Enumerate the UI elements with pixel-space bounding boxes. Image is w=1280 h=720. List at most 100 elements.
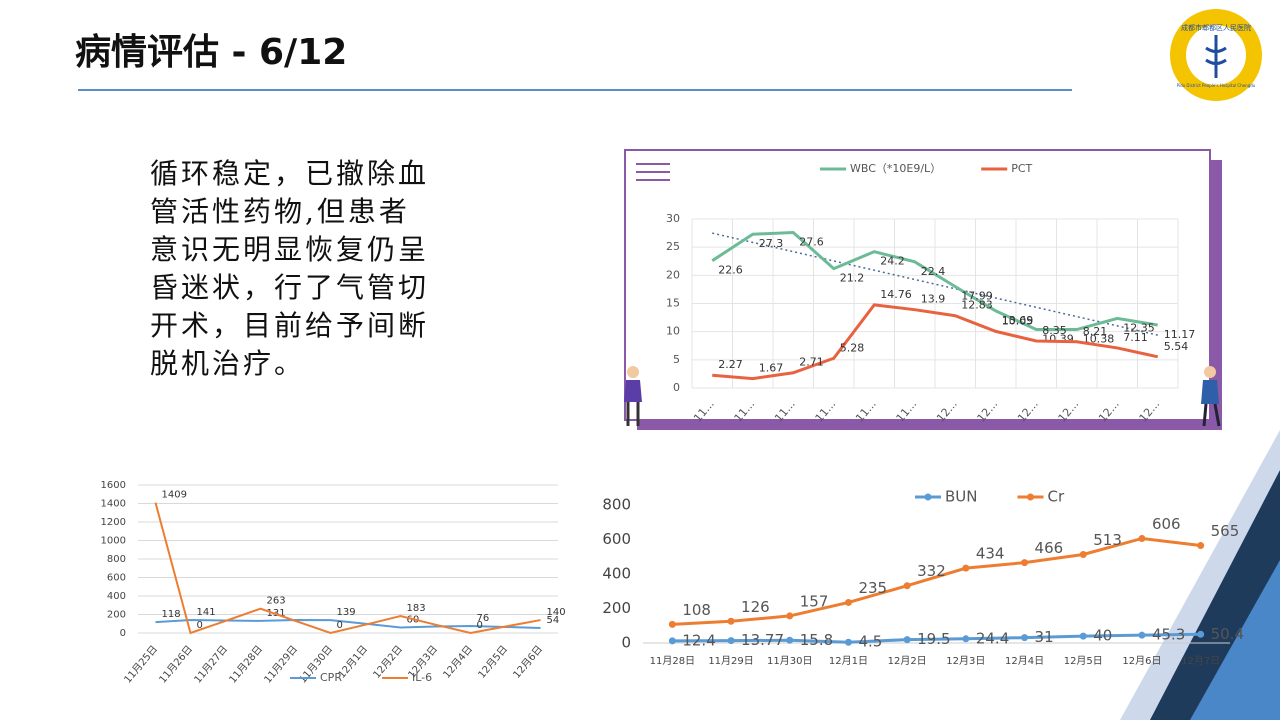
data-label: 12.83 <box>961 299 993 312</box>
corner-deco <box>1190 560 1280 720</box>
data-label: 118 <box>162 609 181 620</box>
x-tick-label: 12月5日 <box>476 643 510 681</box>
series-line <box>155 618 541 630</box>
data-label: 24.2 <box>880 255 905 268</box>
legend-label: IL-6 <box>412 671 432 684</box>
x-tick-label: 12月5日 <box>1064 655 1103 667</box>
y-tick-label: 5 <box>673 353 680 366</box>
y-tick-label: 1400 <box>101 499 126 510</box>
logo-emblem <box>1205 35 1227 78</box>
data-label: 5.54 <box>1164 340 1189 353</box>
point <box>1138 631 1146 639</box>
menu-icon <box>636 163 670 181</box>
data-label: 14.76 <box>880 288 912 301</box>
data-label: 606 <box>1152 515 1181 533</box>
series-line <box>712 303 1159 381</box>
data-label: 17.99 <box>961 290 993 303</box>
point <box>1079 551 1087 559</box>
point <box>903 636 911 644</box>
point <box>903 582 911 590</box>
data-label: 5.28 <box>840 341 865 354</box>
x-tick-label: 12月2日 <box>888 655 927 667</box>
data-label: 183 <box>407 603 426 614</box>
data-label: 12.35 <box>1123 321 1155 334</box>
legend-label: WBC（*10E9/L） <box>850 162 941 175</box>
legend-label: CPR <box>320 671 342 684</box>
point <box>668 637 676 645</box>
chart-frame <box>624 149 1211 421</box>
y-tick-label: 25 <box>666 240 680 253</box>
legend-marker <box>924 493 932 501</box>
y-tick-label: 0 <box>621 634 631 652</box>
data-label: 141 <box>197 607 216 618</box>
y-tick-label: 30 <box>666 212 680 225</box>
figure-left <box>624 366 642 426</box>
x-tick-label: 11月28日 <box>227 643 265 686</box>
data-label: 31 <box>1035 628 1054 646</box>
point <box>1021 559 1029 567</box>
data-label: 27.3 <box>759 237 784 250</box>
data-label: 11.17 <box>1164 328 1196 341</box>
x-tick-label: 12月6日 <box>1122 655 1161 667</box>
x-tick-label: 12月3日 <box>946 655 985 667</box>
y-tick-label: 1600 <box>101 480 126 491</box>
data-label: 0 <box>337 620 343 631</box>
x-tick-label: 11月27日 <box>192 643 230 686</box>
point <box>727 617 735 625</box>
y-tick-label: 400 <box>107 591 126 602</box>
data-label: 1409 <box>162 490 187 501</box>
data-label: 332 <box>917 562 946 580</box>
point <box>786 636 794 644</box>
point <box>1197 542 1205 550</box>
data-label: 10.05 <box>1002 314 1034 327</box>
data-label: 21.2 <box>840 272 865 285</box>
series-line <box>672 536 1201 626</box>
x-tick-label: 11月30日 <box>767 655 812 667</box>
data-label: 126 <box>741 598 770 616</box>
point <box>668 620 676 628</box>
point <box>844 598 852 606</box>
x-tick-label: 12月6日 <box>511 643 545 681</box>
point <box>844 638 852 646</box>
y-tick-label: 1000 <box>101 536 126 547</box>
data-label: 40 <box>1093 627 1112 645</box>
data-label: 15.8 <box>800 631 833 649</box>
data-label: 1.67 <box>759 362 784 375</box>
logo: 成都市郫都区人民医院 Pidu District People's Hospit… <box>1170 9 1262 101</box>
data-label: 263 <box>267 596 286 607</box>
data-label: 7.11 <box>1123 331 1148 344</box>
x-tick-label: 12月4日 <box>441 643 475 681</box>
point <box>1197 630 1205 638</box>
x-tick-label: 12月2日 <box>371 643 405 681</box>
y-tick-label: 600 <box>602 530 631 548</box>
slide-title: 病情评估 - 6/12 <box>75 32 347 73</box>
point <box>1079 632 1087 640</box>
x-tick-label: 12月1日 <box>829 655 868 667</box>
point <box>962 564 970 572</box>
point <box>786 612 794 620</box>
y-tick-label: 400 <box>602 565 631 583</box>
data-label: 27.6 <box>799 236 824 249</box>
legend-label: Cr <box>1048 488 1065 506</box>
data-label: 434 <box>976 545 1005 563</box>
logo-name-en: Pidu District People's Hospital Chengdu <box>1177 83 1256 88</box>
series-line <box>711 230 1158 332</box>
series-line <box>154 502 541 635</box>
x-tick-label: 11月26日 <box>157 643 195 686</box>
data-label: 8.35 <box>1042 324 1067 337</box>
data-label: 235 <box>858 579 887 597</box>
x-tick-label: 11月29日 <box>262 643 300 686</box>
data-label: 2.27 <box>718 358 743 371</box>
point <box>1138 534 1146 542</box>
data-label: 4.5 <box>858 633 882 651</box>
y-tick-label: 200 <box>602 599 631 617</box>
y-tick-label: 200 <box>107 610 126 621</box>
data-label: 13.9 <box>921 293 946 306</box>
legend-label: BUN <box>945 488 978 506</box>
y-tick-label: 0 <box>673 381 680 394</box>
data-label: 45.3 <box>1152 626 1185 644</box>
data-label: 466 <box>1035 539 1064 557</box>
data-label: 13.69 <box>1002 314 1034 327</box>
data-label: 22.6 <box>718 264 743 277</box>
